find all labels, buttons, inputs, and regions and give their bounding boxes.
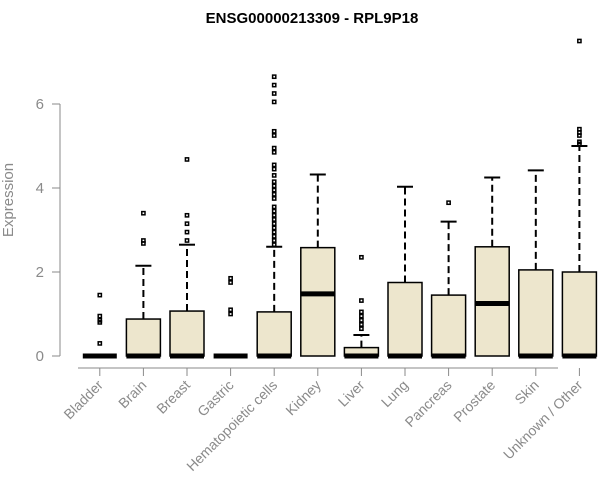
outlier-point bbox=[184, 212, 190, 218]
outlier-point bbox=[271, 187, 277, 193]
outlier-point bbox=[184, 221, 190, 227]
outlier-point bbox=[271, 173, 277, 178]
outlier-point bbox=[271, 229, 277, 235]
boxes-group bbox=[82, 38, 598, 359]
outlier-point bbox=[97, 313, 103, 319]
outlier-point bbox=[271, 204, 277, 210]
outlier-point bbox=[271, 212, 277, 218]
box-6 bbox=[300, 173, 336, 357]
chart-title: ENSG00000213309 - RPL9P18 bbox=[206, 10, 419, 27]
box-body bbox=[300, 246, 336, 357]
outlier-point bbox=[271, 74, 277, 80]
x-tick-label: Prostate bbox=[450, 377, 498, 425]
box-body bbox=[256, 311, 292, 357]
x-tick-label: Lung bbox=[378, 377, 411, 410]
outlier-point bbox=[271, 133, 277, 138]
outlier-point bbox=[271, 162, 277, 168]
y-ticks: 0 2 4 6 bbox=[36, 96, 60, 365]
outlier-point bbox=[271, 166, 277, 172]
outlier-point bbox=[271, 128, 277, 134]
box-9 bbox=[430, 200, 467, 359]
outlier-point bbox=[271, 208, 277, 214]
outlier-point bbox=[271, 196, 277, 201]
y-tick-label: 4 bbox=[36, 180, 44, 197]
box-11 bbox=[518, 169, 554, 359]
outlier-point bbox=[359, 326, 364, 332]
outlier-point bbox=[271, 183, 277, 189]
outlier-point bbox=[271, 99, 277, 105]
outlier-point bbox=[271, 238, 277, 243]
outlier-point bbox=[271, 82, 277, 88]
x-tick-label: Liver bbox=[335, 377, 368, 410]
box-4 bbox=[213, 275, 248, 359]
box-5 bbox=[256, 74, 292, 359]
y-axis-label: Expression bbox=[0, 163, 17, 237]
x-tick-label: Kidney bbox=[282, 377, 324, 419]
outlier-point bbox=[271, 191, 277, 197]
outlier-point bbox=[271, 179, 277, 185]
outlier-point bbox=[446, 200, 451, 206]
box-10 bbox=[474, 176, 510, 357]
outlier-point bbox=[141, 210, 146, 216]
outlier-point bbox=[271, 217, 277, 222]
x-tick-label: Pancreas bbox=[402, 377, 455, 430]
outlier-point bbox=[271, 221, 277, 227]
outlier-point bbox=[184, 229, 190, 235]
outlier-point bbox=[228, 280, 233, 285]
outlier-point bbox=[359, 254, 364, 260]
outlier-point bbox=[97, 292, 103, 298]
x-tick-label: Skin bbox=[511, 377, 542, 408]
outlier-point bbox=[97, 320, 103, 325]
outlier-point bbox=[577, 141, 582, 147]
outlier-point bbox=[577, 133, 582, 138]
outlier-point bbox=[184, 238, 190, 243]
box-8 bbox=[387, 185, 423, 359]
outlier-point bbox=[359, 298, 364, 303]
x-tick-label: Unknown / Other bbox=[500, 377, 586, 463]
box-1 bbox=[82, 292, 117, 359]
y-tick-label: 0 bbox=[36, 348, 44, 365]
box-body bbox=[387, 281, 423, 357]
box-3 bbox=[169, 157, 205, 359]
box-7 bbox=[343, 254, 380, 359]
box-body bbox=[169, 310, 205, 357]
box-body bbox=[561, 271, 598, 357]
x-tick-label: Breast bbox=[153, 377, 193, 417]
outlier-point bbox=[141, 241, 146, 246]
x-tick-label: Gastric bbox=[194, 377, 237, 420]
outlier-point bbox=[271, 145, 277, 151]
y-tick-label: 2 bbox=[36, 264, 44, 281]
box-body bbox=[430, 294, 467, 357]
box-body bbox=[125, 318, 162, 357]
x-tick-label: Bladder bbox=[60, 377, 106, 423]
outlier-point bbox=[577, 38, 582, 44]
outlier-point bbox=[271, 91, 277, 96]
outlier-point bbox=[359, 313, 364, 319]
outlier-point bbox=[228, 307, 233, 313]
box-2 bbox=[125, 210, 162, 359]
outlier-point bbox=[359, 322, 364, 327]
y-tick-label: 6 bbox=[36, 96, 44, 113]
outlier-point bbox=[184, 157, 190, 162]
x-tick-label: Brain bbox=[115, 377, 149, 411]
outlier-point bbox=[228, 275, 233, 281]
outlier-point bbox=[271, 233, 277, 239]
outlier-point bbox=[359, 317, 364, 323]
box-12 bbox=[561, 38, 598, 359]
outlier-point bbox=[271, 242, 277, 248]
box-body bbox=[518, 269, 554, 357]
outlier-point bbox=[359, 309, 364, 315]
outlier-point bbox=[228, 311, 233, 317]
outlier-point bbox=[271, 225, 277, 231]
outlier-point bbox=[97, 341, 103, 346]
outlier-point bbox=[271, 149, 277, 155]
